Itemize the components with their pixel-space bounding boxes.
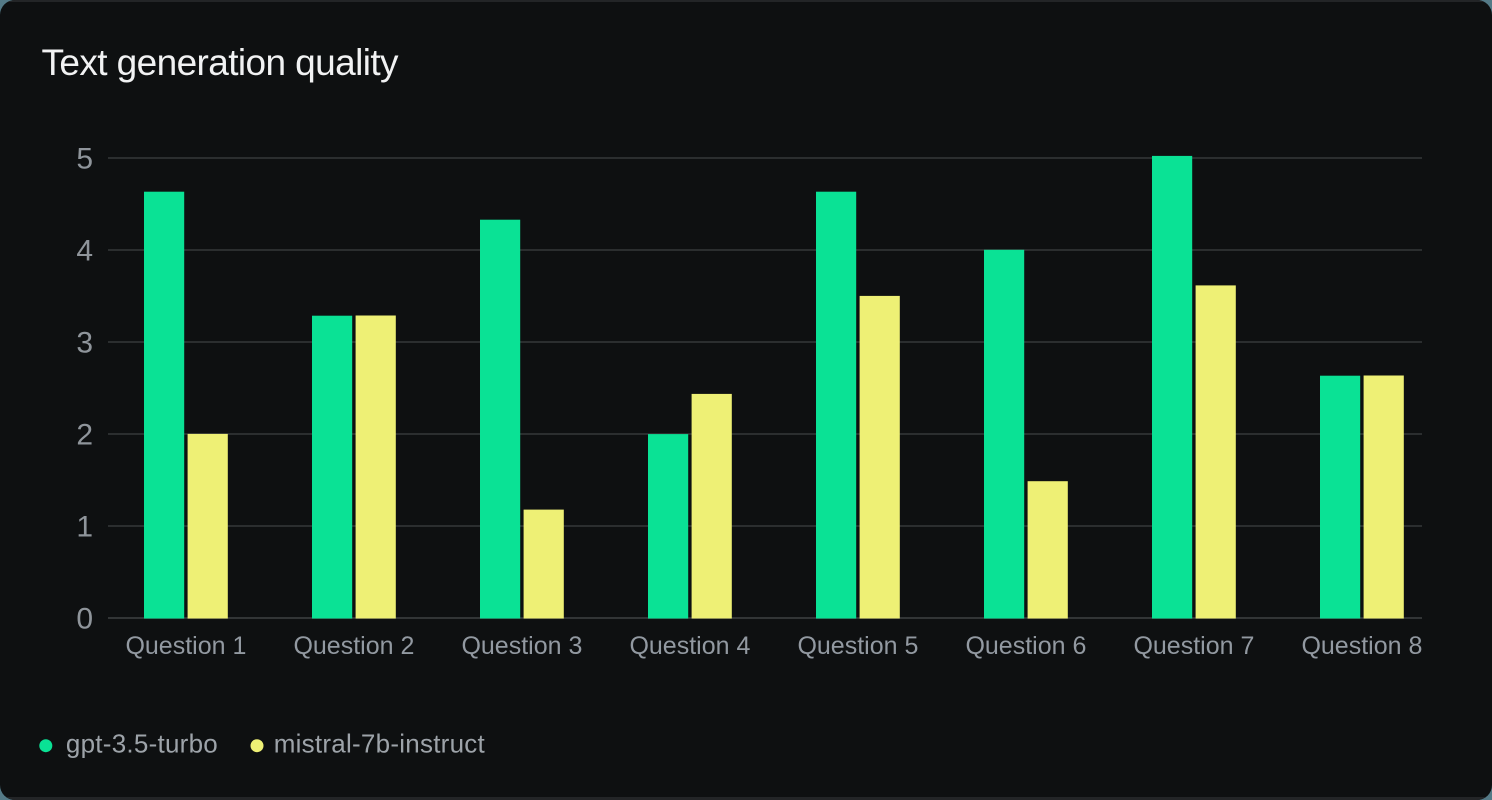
svg-text:0: 0 [76,602,93,635]
svg-text:3: 3 [76,326,93,359]
svg-text:Question 5: Question 5 [797,632,918,660]
svg-text:Question 6: Question 6 [965,632,1086,660]
svg-text:Text generation quality: Text generation quality [42,42,400,83]
svg-text:Question 7: Question 7 [1133,632,1254,660]
svg-text:1: 1 [76,510,93,543]
svg-text:2: 2 [76,418,93,451]
svg-text:Question 4: Question 4 [629,632,750,660]
svg-text:Question 3: Question 3 [461,632,582,660]
svg-text:Question 1: Question 1 [125,632,246,660]
svg-text:4: 4 [76,234,93,267]
svg-text:5: 5 [76,142,93,175]
svg-text:mistral-7b-instruct: mistral-7b-instruct [274,728,486,758]
svg-text:gpt-3.5-turbo: gpt-3.5-turbo [66,728,218,758]
svg-text:Question 2: Question 2 [293,632,414,660]
svg-text:Question 8: Question 8 [1301,632,1422,660]
